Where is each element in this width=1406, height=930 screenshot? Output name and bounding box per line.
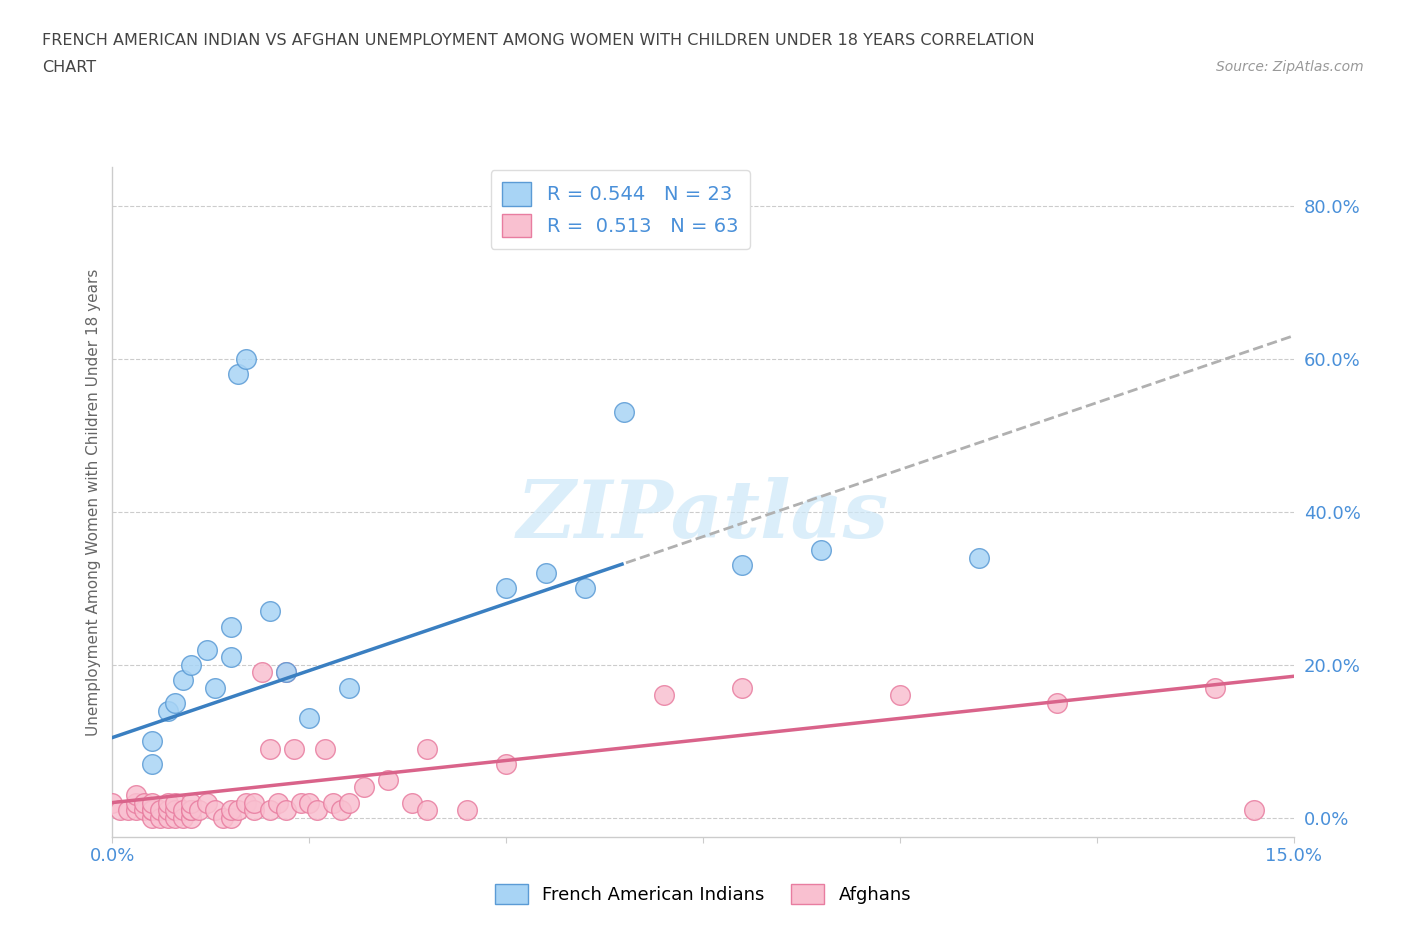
Point <box>235 795 257 810</box>
Point <box>1243 803 1265 817</box>
Point <box>967 551 990 565</box>
Point <box>228 803 250 817</box>
Point <box>259 803 281 817</box>
Point <box>219 803 242 817</box>
Point <box>141 734 163 749</box>
Point <box>180 658 202 672</box>
Point <box>337 681 360 696</box>
Point <box>613 405 636 419</box>
Text: Source: ZipAtlas.com: Source: ZipAtlas.com <box>1216 60 1364 74</box>
Point <box>101 795 124 810</box>
Point <box>267 795 290 810</box>
Point <box>156 795 179 810</box>
Point <box>172 672 194 687</box>
Point <box>731 558 754 573</box>
Point <box>274 665 297 680</box>
Point <box>188 803 211 817</box>
Point <box>195 642 218 657</box>
Legend: French American Indians, Afghans: French American Indians, Afghans <box>488 876 918 911</box>
Point <box>125 803 148 817</box>
Point <box>495 757 517 772</box>
Point <box>731 681 754 696</box>
Legend: R = 0.544   N = 23, R =  0.513   N = 63: R = 0.544 N = 23, R = 0.513 N = 63 <box>491 170 751 249</box>
Y-axis label: Unemployment Among Women with Children Under 18 years: Unemployment Among Women with Children U… <box>86 269 101 736</box>
Point <box>156 803 179 817</box>
Point <box>810 542 832 557</box>
Point <box>211 810 233 825</box>
Point <box>290 795 312 810</box>
Point <box>180 803 202 817</box>
Point <box>141 803 163 817</box>
Point <box>172 810 194 825</box>
Point <box>141 810 163 825</box>
Point <box>165 803 187 817</box>
Point <box>274 665 297 680</box>
Point <box>204 803 226 817</box>
Point <box>259 604 281 618</box>
Point <box>307 803 329 817</box>
Point <box>377 772 399 787</box>
Point <box>534 565 557 580</box>
Point <box>156 810 179 825</box>
Point <box>1204 681 1226 696</box>
Point <box>204 681 226 696</box>
Point <box>117 803 139 817</box>
Point <box>180 810 202 825</box>
Text: CHART: CHART <box>42 60 96 75</box>
Point <box>180 795 202 810</box>
Point <box>149 810 172 825</box>
Point <box>337 795 360 810</box>
Point <box>228 366 250 381</box>
Text: FRENCH AMERICAN INDIAN VS AFGHAN UNEMPLOYMENT AMONG WOMEN WITH CHILDREN UNDER 18: FRENCH AMERICAN INDIAN VS AFGHAN UNEMPLO… <box>42 33 1035 47</box>
Point <box>165 696 187 711</box>
Point <box>141 803 163 817</box>
Point <box>235 352 257 366</box>
Point <box>259 741 281 756</box>
Point <box>172 803 194 817</box>
Point <box>574 581 596 596</box>
Point <box>243 803 266 817</box>
Point <box>132 795 155 810</box>
Text: ZIPatlas: ZIPatlas <box>517 477 889 554</box>
Point <box>416 741 439 756</box>
Point <box>401 795 423 810</box>
Point <box>283 741 305 756</box>
Point <box>495 581 517 596</box>
Point <box>353 780 375 795</box>
Point <box>1046 696 1069 711</box>
Point <box>298 711 321 725</box>
Point <box>652 688 675 703</box>
Point <box>219 650 242 665</box>
Point <box>132 803 155 817</box>
Point <box>156 703 179 718</box>
Point <box>250 665 273 680</box>
Point <box>298 795 321 810</box>
Point <box>314 741 336 756</box>
Point <box>274 803 297 817</box>
Point <box>141 795 163 810</box>
Point <box>165 810 187 825</box>
Point <box>125 795 148 810</box>
Point <box>165 795 187 810</box>
Point <box>180 803 202 817</box>
Point <box>141 757 163 772</box>
Point <box>219 810 242 825</box>
Point <box>322 795 344 810</box>
Point <box>219 619 242 634</box>
Point <box>149 803 172 817</box>
Point <box>110 803 132 817</box>
Point <box>329 803 352 817</box>
Point <box>243 795 266 810</box>
Point <box>195 795 218 810</box>
Point <box>125 788 148 803</box>
Point <box>889 688 911 703</box>
Point <box>456 803 478 817</box>
Point <box>416 803 439 817</box>
